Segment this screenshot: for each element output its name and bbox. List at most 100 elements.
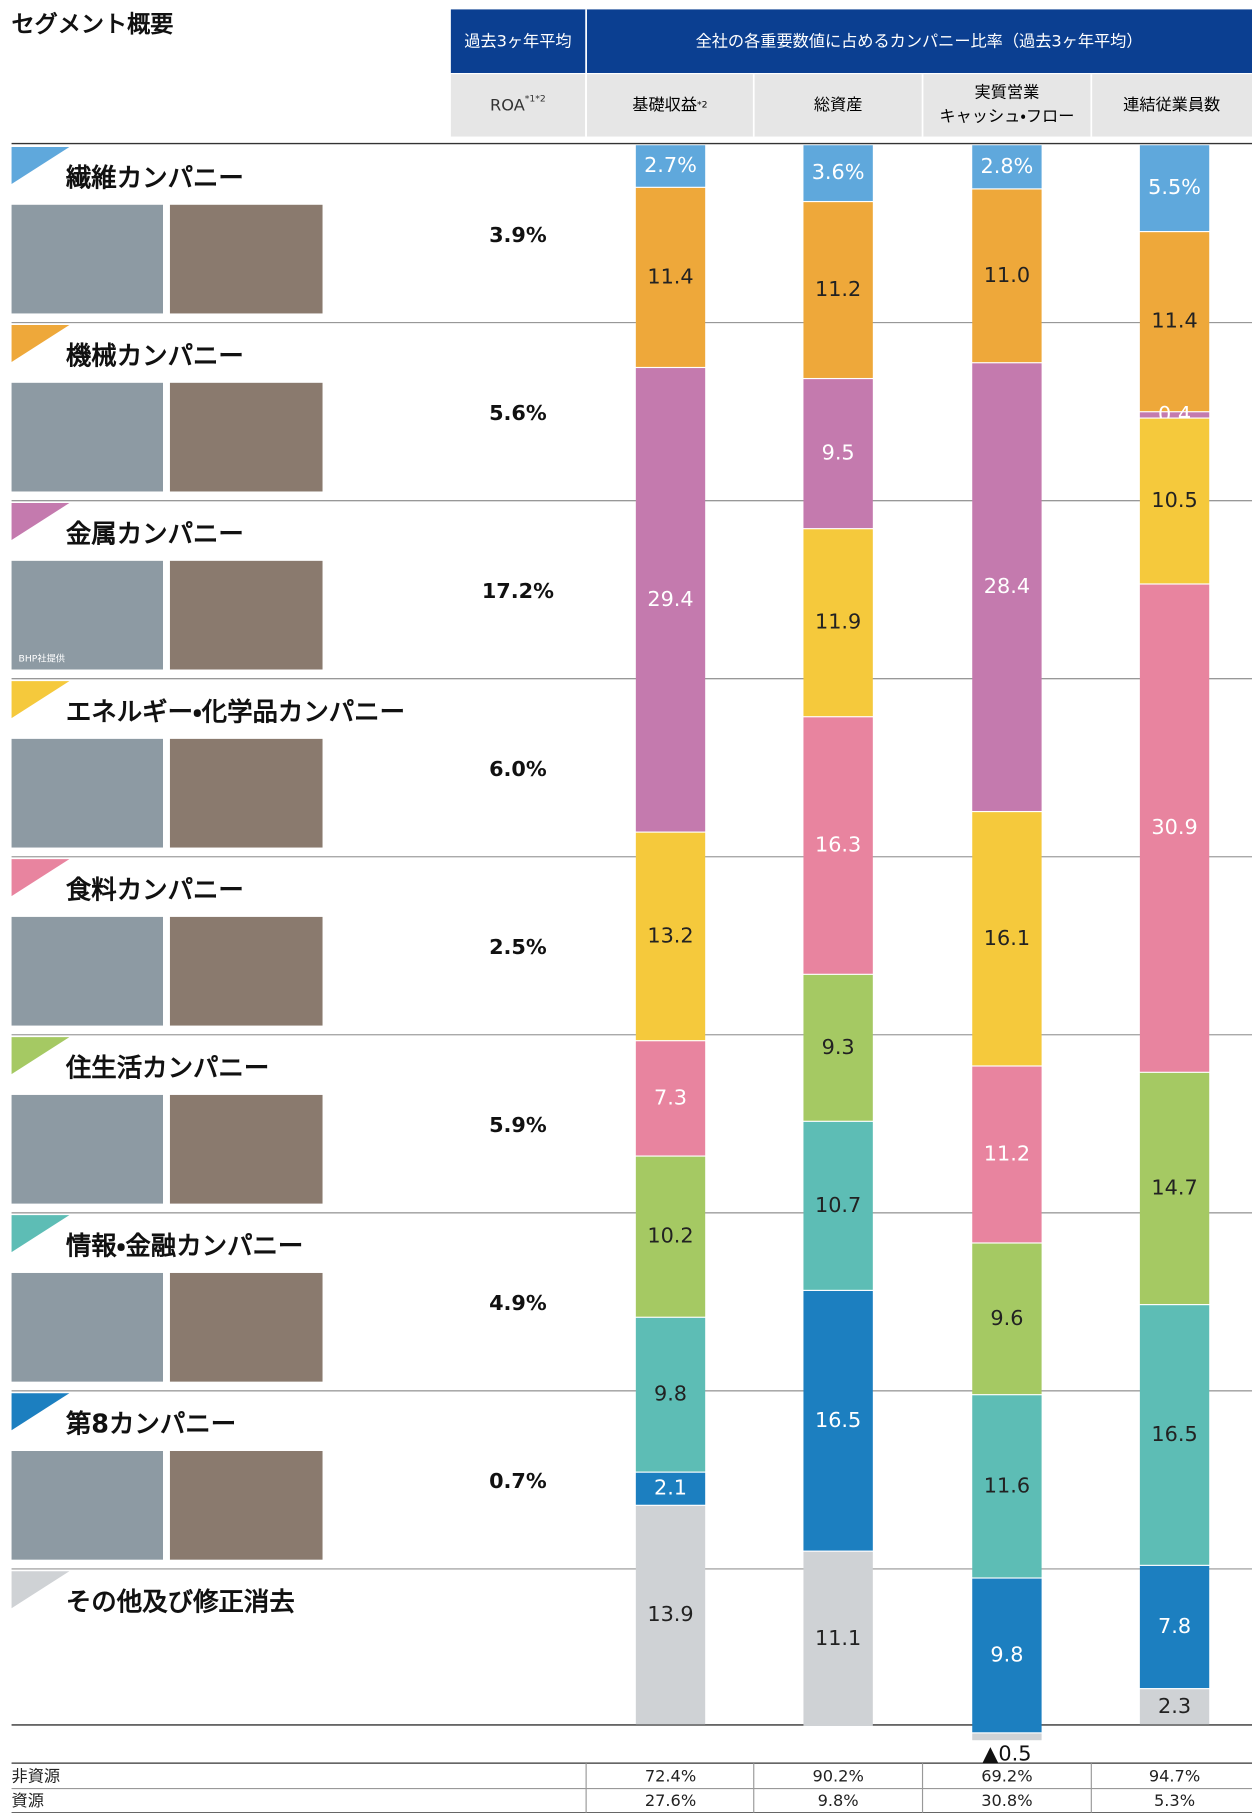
- data-label: 11.0: [984, 263, 1030, 287]
- roa-value: 0.7%: [489, 1469, 547, 1493]
- photo-credit: BHP社提供: [18, 653, 65, 665]
- segment-marker: [12, 859, 70, 896]
- segment-name: 金属カンパニー: [66, 518, 244, 548]
- photo: [170, 205, 323, 314]
- segment-name: 第8カンパニー: [65, 1409, 236, 1439]
- page: セグメント概要 過去3ヶ年平均 全社の各重要数値に占めるカンパニー比率（過去3ヶ…: [0, 0, 1252, 1813]
- data-label: 9.8: [990, 1642, 1023, 1666]
- ratio-header: 全社の各重要数値に占めるカンパニー比率（過去3ヶ年平均）: [696, 31, 1143, 50]
- column-header-text: 基礎収益*2: [586, 74, 754, 136]
- data-label: 9.3: [822, 1035, 855, 1059]
- roa-value: 4.9%: [489, 1291, 547, 1315]
- segment-name: 機械カンパニー: [66, 340, 244, 370]
- footer-cell: 72.4%: [645, 1767, 696, 1786]
- roa-header: 過去3ヶ年平均: [464, 31, 571, 50]
- column-header: 連結従業員数: [1091, 74, 1252, 136]
- data-label: 16.3: [815, 833, 861, 857]
- photo: [12, 1273, 163, 1382]
- bar-segment: [972, 1733, 1041, 1740]
- footer-cell: 9.8%: [818, 1791, 859, 1810]
- data-label: 16.5: [1151, 1422, 1197, 1446]
- segment-name: エネルギー・化学品カンパニー: [66, 696, 405, 726]
- data-label: 10.2: [647, 1224, 693, 1248]
- data-label: 2.8%: [980, 154, 1033, 178]
- data-label: 14.7: [1151, 1175, 1197, 1199]
- data-label: 11.2: [815, 277, 861, 301]
- data-label: 29.4: [647, 587, 693, 611]
- photo: [170, 1451, 323, 1560]
- data-label: 16.5: [815, 1408, 861, 1432]
- category-label: 基礎収益: [632, 93, 697, 117]
- segment-name: その他及び修正消去: [66, 1587, 295, 1617]
- footer-cell: 5.3%: [1154, 1791, 1195, 1810]
- data-label: ▲0.5: [982, 1742, 1031, 1766]
- data-label: 11.4: [647, 264, 693, 288]
- category-label: 連結従業員数: [1123, 93, 1220, 117]
- chart-title: セグメント概要: [12, 11, 174, 38]
- photo: [170, 383, 323, 492]
- data-label: 10.7: [815, 1193, 861, 1217]
- segment-marker: [12, 681, 70, 718]
- category-label: 実質営業 キャッシュ・フロー: [939, 81, 1074, 130]
- data-label: 9.6: [990, 1306, 1023, 1330]
- segment-marker: [12, 147, 70, 184]
- data-label: 11.9: [815, 610, 861, 634]
- photo: [12, 739, 163, 848]
- segment-name: 住生活カンパニー: [65, 1053, 269, 1083]
- segment-marker: [12, 325, 70, 362]
- segment-name: 食料カンパニー: [66, 874, 244, 904]
- data-label: 2.1: [654, 1476, 687, 1500]
- footer-cell: 94.7%: [1149, 1767, 1200, 1786]
- footer-cell: 27.6%: [645, 1791, 696, 1810]
- data-label: 5.5%: [1148, 175, 1201, 199]
- segment-marker: [12, 1393, 70, 1430]
- roa-value: 2.5%: [489, 935, 547, 959]
- segment-marker: [12, 503, 70, 540]
- data-label: 2.7%: [644, 153, 697, 177]
- photo: [12, 1451, 163, 1560]
- column-header: 基礎収益*2: [586, 74, 754, 136]
- data-label: 30.9: [1151, 815, 1197, 839]
- roa-value: 3.9%: [489, 223, 547, 247]
- footer-cell: 90.2%: [812, 1767, 863, 1786]
- column-header: 実質営業 キャッシュ・フロー: [923, 74, 1092, 136]
- segment-marker: [12, 1571, 70, 1608]
- photo: [12, 205, 163, 314]
- segment-name: 繊維カンパニー: [66, 162, 244, 192]
- segment-marker: [12, 1215, 70, 1252]
- photo: [170, 561, 323, 670]
- photo: [170, 1095, 323, 1204]
- category-label: 総資産: [814, 93, 863, 117]
- footer-row-label: 資源: [12, 1791, 44, 1810]
- footer-cell: 69.2%: [981, 1767, 1032, 1786]
- roa-value: 5.6%: [489, 401, 547, 425]
- photo: [12, 917, 163, 1026]
- photo: [12, 1095, 163, 1204]
- chart: セグメント概要 過去3ヶ年平均 全社の各重要数値に占めるカンパニー比率（過去3ヶ…: [0, 0, 1252, 1813]
- roa-value: 17.2%: [482, 579, 554, 603]
- photo: [12, 383, 163, 492]
- photo: [170, 1273, 323, 1382]
- data-label: 16.1: [984, 926, 1030, 950]
- roa-note: *1*2: [525, 93, 546, 104]
- data-label: 7.8: [1158, 1614, 1191, 1638]
- data-label: 3.6%: [812, 160, 865, 184]
- data-label: 9.5: [822, 441, 855, 465]
- photo: [170, 739, 323, 848]
- footer-row-label: 非資源: [12, 1767, 61, 1786]
- data-label: 10.5: [1151, 488, 1197, 512]
- data-label: 11.6: [984, 1473, 1030, 1497]
- data-label: 11.2: [984, 1141, 1030, 1165]
- data-label: 13.9: [647, 1602, 693, 1626]
- column-header-text: 総資産: [754, 74, 923, 136]
- segment-name: 情報・金融カンパニー: [66, 1231, 303, 1261]
- data-label: 2.3: [1158, 1694, 1191, 1718]
- roa-value: 5.9%: [489, 1113, 547, 1137]
- data-label: 9.8: [654, 1382, 687, 1406]
- roa-value: 6.0%: [489, 757, 547, 781]
- photo: [170, 917, 323, 1026]
- column-header-text: 実質営業 キャッシュ・フロー: [923, 74, 1092, 136]
- category-note: *2: [697, 98, 708, 112]
- segment-marker: [12, 1037, 70, 1074]
